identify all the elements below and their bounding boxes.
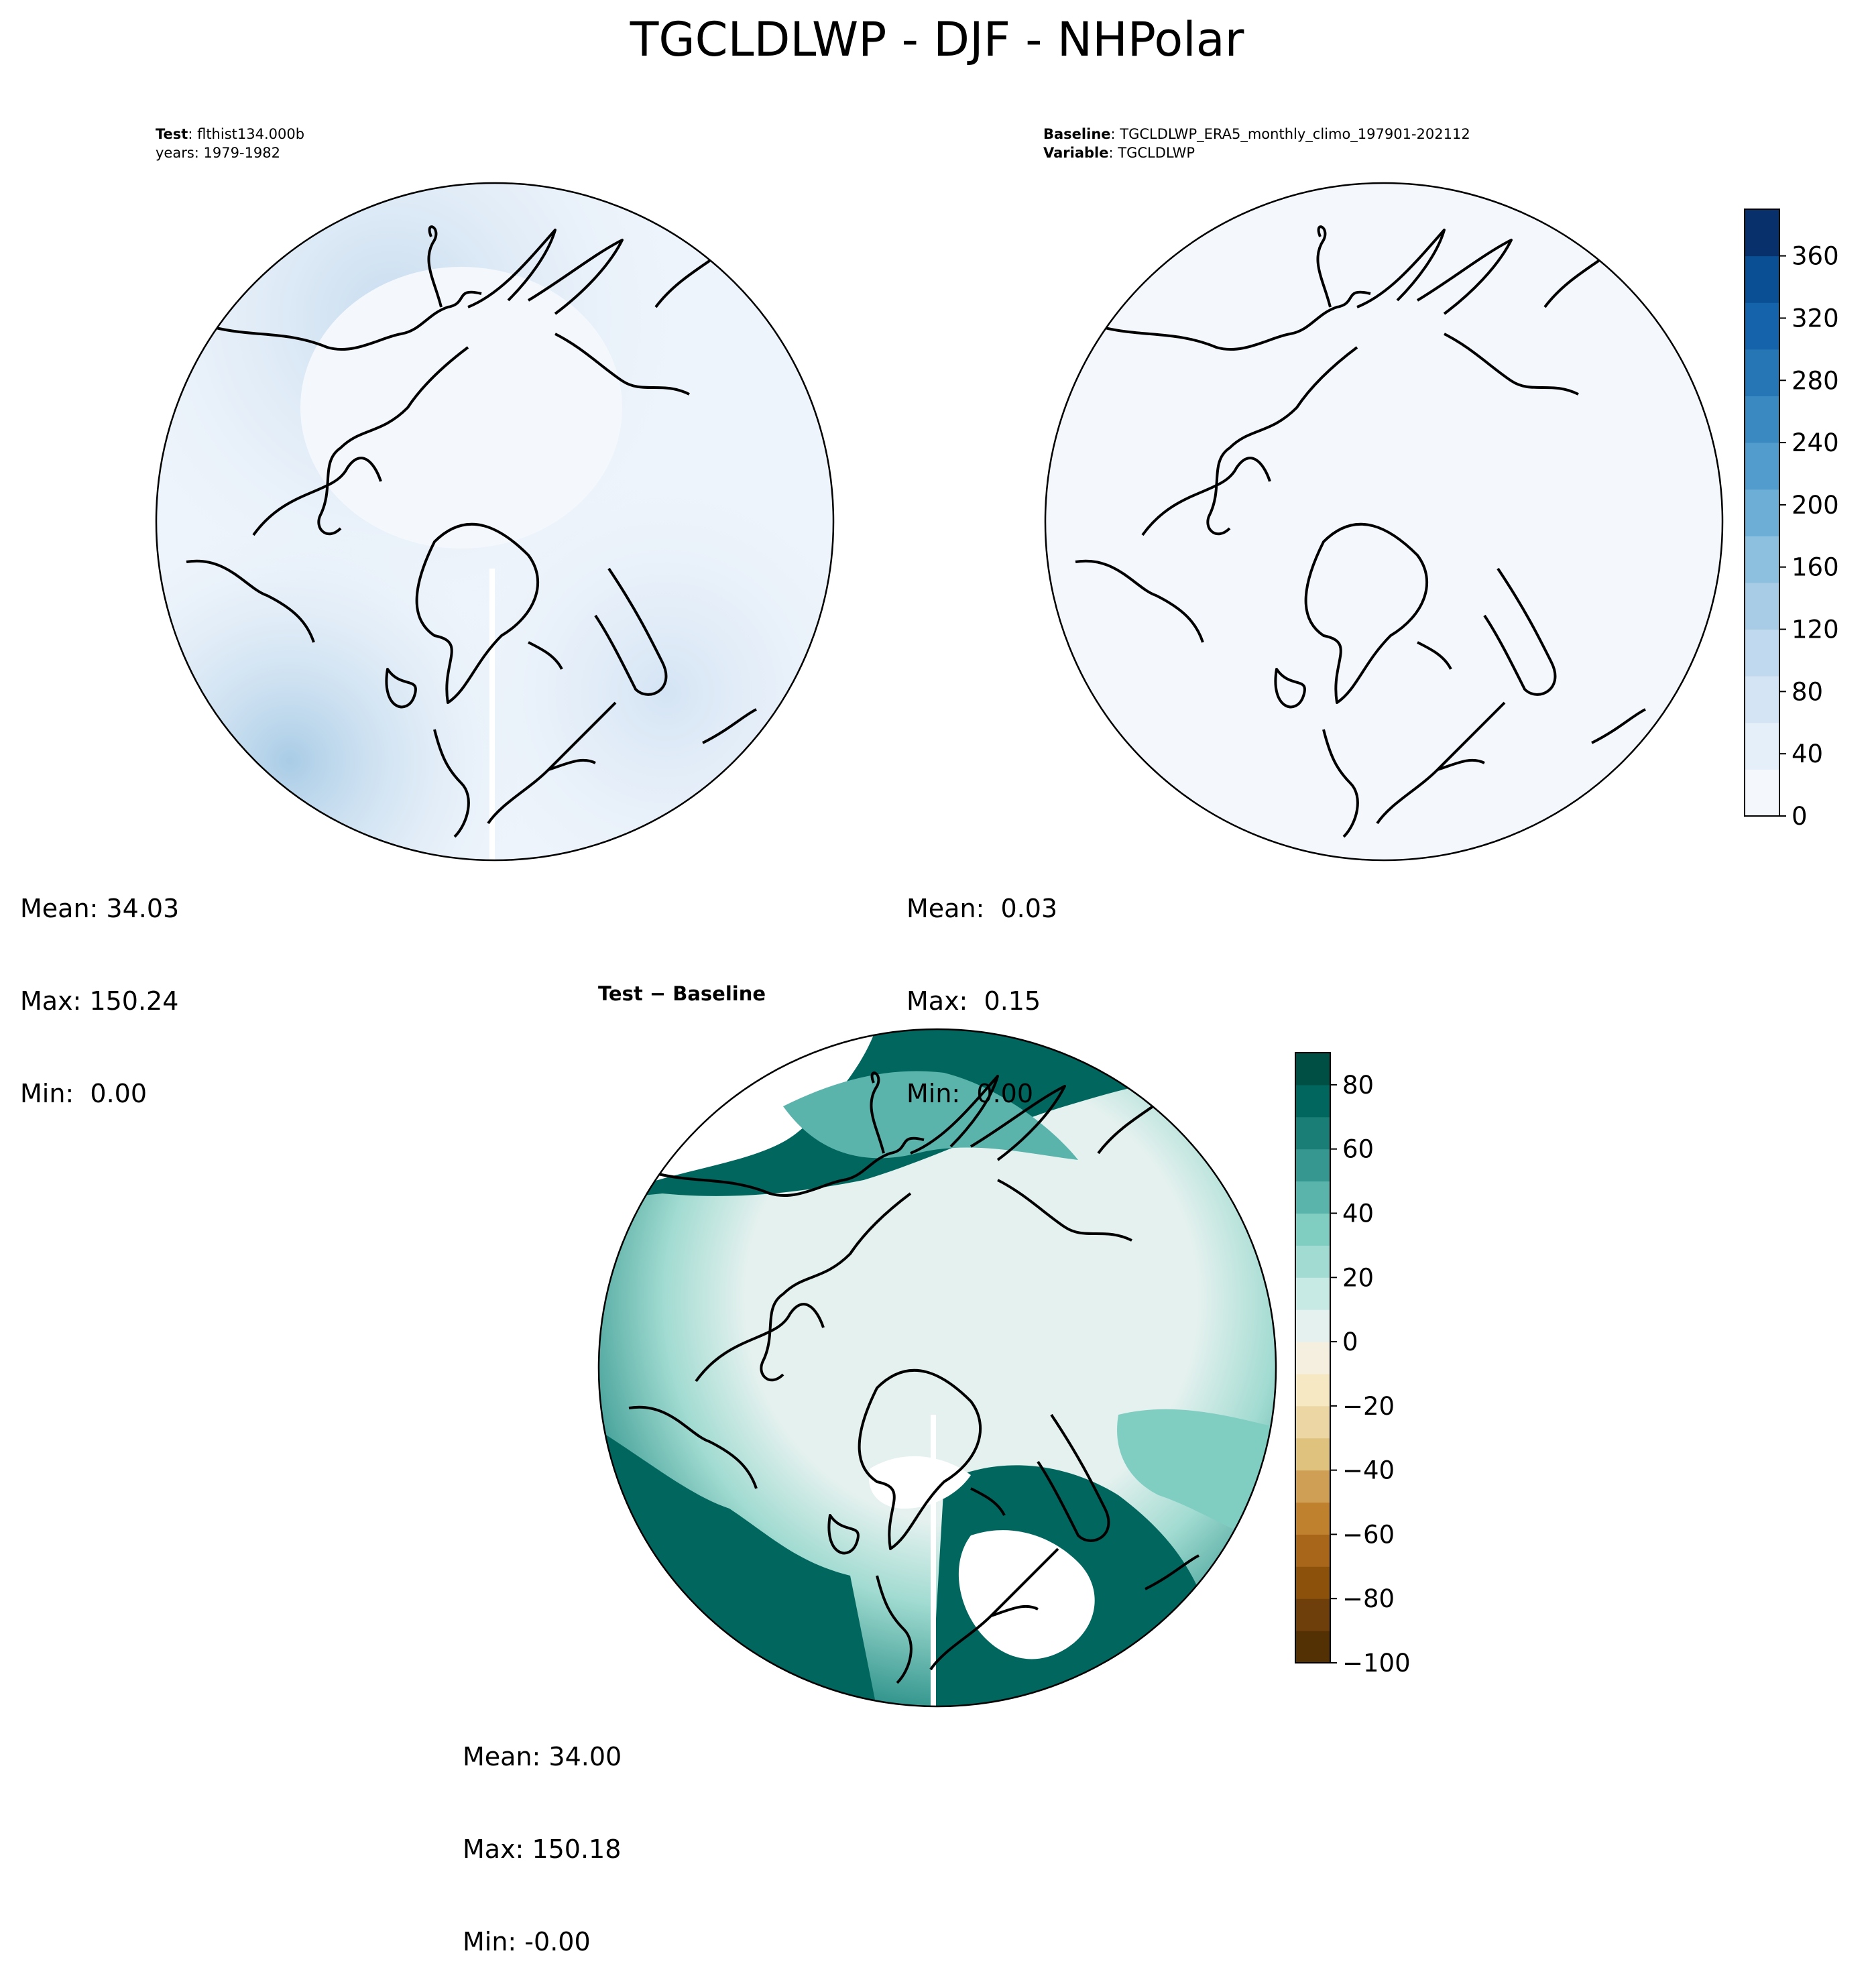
colorbar-segment [1745, 629, 1779, 677]
colorbar-segment [1745, 722, 1779, 770]
colorbar-segment [1295, 1534, 1330, 1567]
colorbar-segment [1295, 1309, 1330, 1342]
colorbar-segment [1745, 489, 1779, 536]
diff-stats: Mean: 34.00 Max: 150.18 Min: -0.00 [463, 1680, 622, 1988]
colorbar-segment [1295, 1245, 1330, 1278]
baseline-subtitle: Baseline: TGCLDLWP_ERA5_monthly_climo_19… [1043, 126, 1470, 161]
colorbar-segment [1745, 255, 1779, 303]
diff-mean: Mean: 34.00 [463, 1742, 622, 1771]
colorbar-segment [1745, 302, 1779, 350]
test-map [155, 182, 835, 862]
colorbar-tick-label: 240 [1792, 428, 1839, 457]
test-min: Min: 0.00 [20, 1079, 147, 1108]
colorbar-segment [1745, 396, 1779, 443]
colorbar-tick-label: 160 [1792, 553, 1839, 582]
diff-min: Min: -0.00 [463, 1927, 591, 1956]
baseline-label-value: TGCLDLWP_ERA5_monthly_climo_197901-20211… [1120, 126, 1470, 142]
colorbar-segment [1295, 1181, 1330, 1214]
colorbar-segment [1295, 1342, 1330, 1375]
test-subtitle: Test: flthist134.000b years: 1979-1982 [156, 126, 305, 161]
baseline-min: Min: 0.00 [906, 1079, 1033, 1108]
baseline-var-value: TGCLDLWP [1118, 145, 1195, 161]
test-stats: Mean: 34.03 Max: 150.24 Min: 0.00 [20, 831, 179, 1140]
colorbar-tick-label: 40 [1342, 1199, 1374, 1228]
colorbar-tick-label: 60 [1342, 1135, 1374, 1164]
colorbar-segment [1295, 1631, 1330, 1663]
colorbar-tick-label: 80 [1342, 1071, 1374, 1100]
baseline-max: Max: 0.15 [906, 986, 1041, 1016]
colorbar-tick-label: 280 [1792, 366, 1839, 395]
colorbar-tick-label: −40 [1342, 1456, 1395, 1485]
figure-title: TGCLDLWP - DJF - NHPolar [630, 12, 1244, 67]
colorbar-segment [1745, 209, 1779, 257]
diff-colorbar: 80 60 40 20 0 −20 −40 −60 −80 −100 [1295, 1052, 1411, 1678]
colorbar-tick-label: −100 [1342, 1649, 1411, 1678]
colorbar-frame [1295, 1052, 1331, 1663]
colorbar-tick-label: 0 [1792, 802, 1808, 831]
colorbar-segment [1745, 676, 1779, 723]
colorbar-tick-label: 360 [1792, 242, 1839, 271]
colorbar-segment [1295, 1053, 1330, 1086]
colorbar-segment [1745, 536, 1779, 583]
colorbar-segment [1295, 1438, 1330, 1471]
colorbar-segment [1295, 1470, 1330, 1503]
test-mean: Mean: 34.03 [20, 894, 180, 923]
colorbar-segment [1295, 1598, 1330, 1631]
colorbar-tick-label: 200 [1792, 491, 1839, 520]
colorbar-tick-label: 80 [1792, 677, 1823, 706]
coastlines [628, 1071, 1199, 1684]
colorbar-segment [1295, 1502, 1330, 1535]
test-years: years: 1979-1982 [156, 145, 281, 161]
colorbar-tick-label: −60 [1342, 1520, 1395, 1549]
diff-title: Test − Baseline [598, 982, 766, 1005]
colorbar-segment [1295, 1149, 1330, 1182]
colorbar-segment [1295, 1277, 1330, 1310]
colorbar-segment [1295, 1116, 1330, 1150]
colorbar-segment [1745, 582, 1779, 630]
baseline-label-key: Baseline [1043, 126, 1111, 142]
diff-max: Max: 150.18 [463, 1834, 622, 1864]
baseline-stats: Mean: 0.03 Max: 0.15 Min: 0.00 [906, 831, 1057, 1140]
colorbar-tick-label: −20 [1342, 1392, 1395, 1421]
test-max: Max: 150.24 [20, 986, 179, 1016]
colorbar-tick-label: 0 [1342, 1328, 1358, 1356]
colorbar-tick-label: 320 [1792, 304, 1839, 333]
colorbar-frame [1744, 209, 1780, 817]
arctic-low-region [300, 267, 622, 548]
colorbar-tick-label: −80 [1342, 1584, 1395, 1613]
test-label-value: flthist134.000b [197, 126, 305, 142]
colorbar-segment [1295, 1213, 1330, 1246]
colorbar-tick-label: 20 [1342, 1263, 1374, 1292]
colorbar-segment [1295, 1566, 1330, 1599]
colorbar-tick-label: 40 [1792, 740, 1823, 768]
baseline-var-key: Variable [1043, 145, 1109, 161]
baseline-mean: Mean: 0.03 [906, 894, 1058, 923]
diff-map [597, 1028, 1277, 1708]
colorbar-tick-label: 120 [1792, 616, 1839, 644]
colorbar-segment [1745, 443, 1779, 490]
colorbar-segment [1295, 1084, 1330, 1118]
colorbar-segment [1295, 1405, 1330, 1439]
colorbar-segment [1295, 1373, 1330, 1407]
blues-colorbar: 0 40 80 120 160 200 240 280 320 360 [1744, 209, 1839, 831]
colorbar-segment [1745, 349, 1779, 396]
test-label-key: Test [156, 126, 188, 142]
colorbar-segment [1745, 769, 1779, 817]
baseline-map [1044, 182, 1724, 862]
